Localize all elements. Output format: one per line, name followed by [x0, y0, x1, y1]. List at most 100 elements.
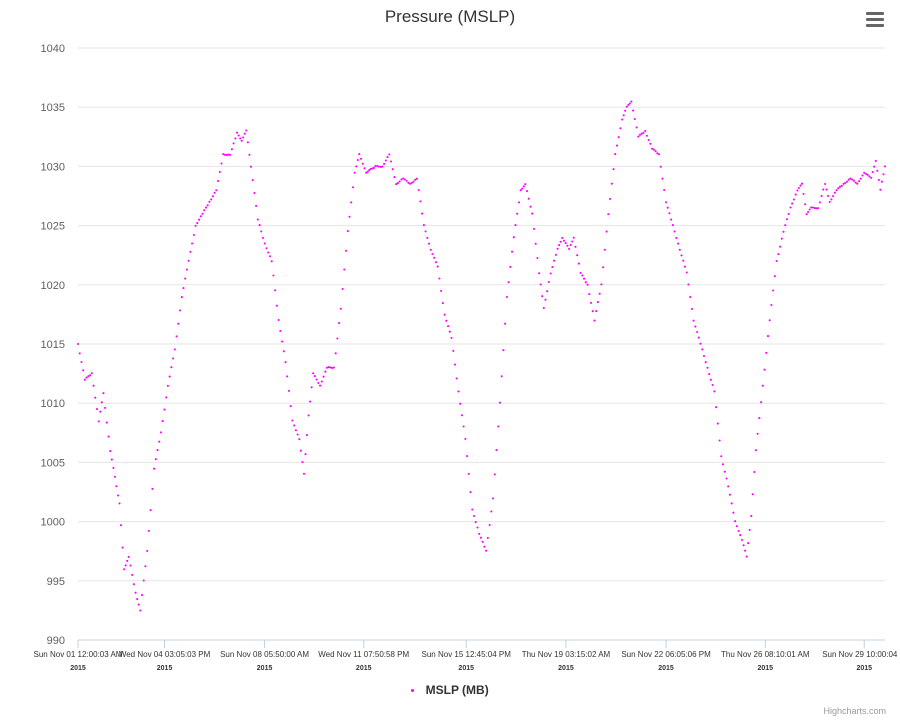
data-point	[524, 183, 527, 186]
data-point	[230, 148, 233, 151]
data-point	[593, 319, 596, 322]
data-point	[263, 242, 266, 245]
data-point	[225, 154, 228, 157]
data-point	[595, 310, 598, 313]
data-point	[196, 222, 199, 225]
data-point	[242, 136, 245, 139]
data-point	[775, 259, 778, 263]
data-point	[291, 419, 294, 422]
data-point	[322, 375, 325, 378]
legend-item-mslp[interactable]: MSLP (MB)	[0, 683, 900, 697]
data-point	[802, 192, 805, 195]
data-point	[871, 170, 874, 174]
data-point	[377, 165, 380, 168]
data-point	[156, 449, 159, 452]
data-point	[302, 472, 306, 475]
data-point	[784, 224, 787, 227]
data-point	[664, 201, 668, 204]
hamburger-menu-icon[interactable]	[866, 12, 884, 28]
data-point	[838, 185, 842, 188]
data-point	[172, 357, 175, 360]
data-point	[245, 129, 248, 132]
data-point	[657, 153, 661, 156]
x-tick-year: 2015	[558, 665, 574, 672]
data-point	[281, 340, 284, 343]
data-point	[415, 177, 418, 180]
data-point	[393, 176, 396, 179]
data-point	[154, 458, 157, 461]
data-point	[621, 118, 624, 121]
data-point	[438, 277, 441, 280]
data-point	[591, 310, 594, 313]
data-point	[246, 141, 249, 144]
data-point	[785, 218, 789, 221]
data-point	[870, 176, 873, 179]
x-tick-year: 2015	[157, 665, 173, 672]
data-point	[630, 100, 633, 103]
data-point	[426, 236, 429, 239]
data-point	[229, 153, 232, 157]
data-point	[627, 103, 630, 106]
data-point	[740, 538, 744, 541]
data-point	[617, 136, 620, 139]
data-point	[610, 182, 613, 185]
data-point	[440, 289, 443, 292]
data-point	[603, 248, 606, 251]
data-point	[412, 180, 415, 183]
data-point	[356, 158, 359, 162]
data-point	[407, 181, 410, 184]
x-tick-label: Wed Nov 04 03:05:03 PM	[119, 650, 211, 659]
credits-link[interactable]: Highcharts.com	[823, 706, 886, 716]
data-point	[396, 182, 399, 185]
data-point	[689, 295, 692, 299]
data-point	[750, 515, 753, 518]
data-point	[680, 254, 683, 257]
data-point	[153, 467, 156, 470]
data-point	[240, 139, 243, 142]
data-point	[445, 319, 448, 322]
data-point	[612, 168, 615, 171]
data-point	[320, 380, 323, 383]
data-point	[94, 396, 97, 399]
data-point	[512, 236, 515, 239]
data-point	[625, 105, 628, 108]
data-point	[837, 187, 840, 190]
data-point	[830, 198, 833, 201]
data-point	[460, 414, 463, 417]
data-point	[260, 230, 263, 233]
data-point	[877, 178, 880, 182]
data-point	[642, 131, 645, 134]
data-point	[852, 179, 855, 182]
data-point	[76, 342, 80, 346]
data-point	[675, 236, 678, 239]
data-point	[459, 402, 462, 405]
data-point	[652, 148, 655, 151]
data-point	[718, 439, 721, 442]
data-point	[422, 224, 425, 227]
data-point	[144, 565, 147, 568]
data-point	[478, 532, 481, 535]
data-point	[507, 281, 510, 284]
data-point	[534, 242, 537, 245]
data-point	[516, 212, 519, 215]
data-point	[218, 170, 221, 173]
data-point	[403, 178, 406, 181]
data-point	[828, 200, 831, 203]
data-point	[694, 325, 697, 328]
data-point	[820, 194, 823, 197]
data-point	[348, 215, 351, 218]
data-point	[294, 429, 297, 432]
data-point	[199, 215, 202, 218]
x-tick-year: 2015	[257, 665, 273, 672]
data-point	[546, 290, 549, 293]
data-point	[649, 142, 652, 145]
data-point	[531, 212, 534, 215]
data-point	[424, 230, 427, 233]
data-point	[633, 117, 636, 121]
data-point	[339, 307, 342, 310]
data-point	[577, 262, 580, 265]
data-point	[414, 178, 417, 181]
data-point	[158, 440, 161, 443]
data-point	[556, 247, 559, 250]
data-point	[544, 298, 547, 301]
